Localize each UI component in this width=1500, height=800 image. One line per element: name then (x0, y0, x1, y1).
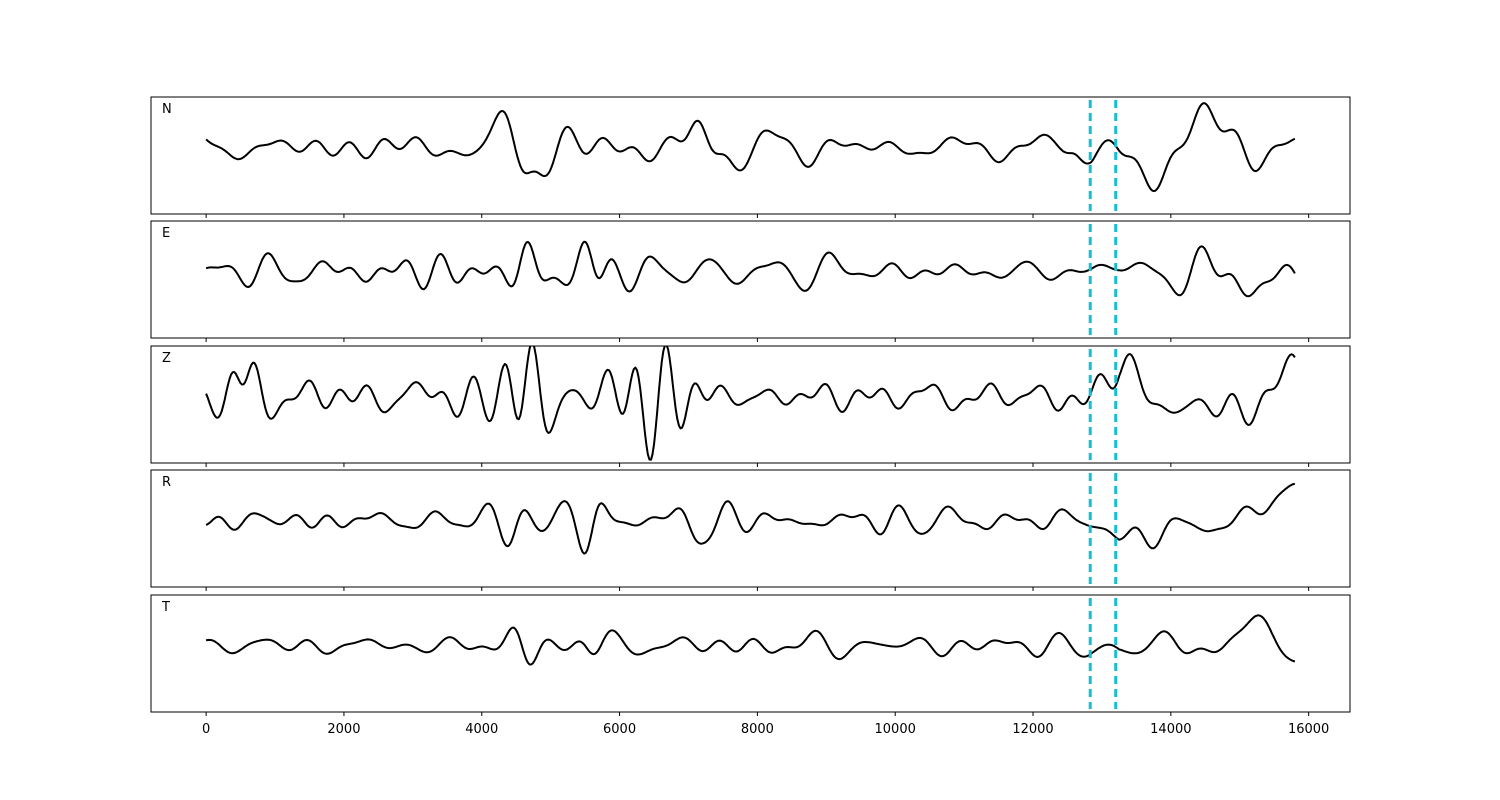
channel-label: N (162, 102, 172, 117)
trace-n (205, 102, 1296, 192)
channel-label: R (162, 475, 171, 490)
panel-frame (150, 594, 1351, 713)
x-tick-label: 0 (202, 722, 210, 737)
panel-n: N (150, 96, 1351, 218)
trace-e (205, 240, 1296, 298)
x-tick-label: 2000 (327, 722, 360, 737)
panel-frame (150, 96, 1351, 215)
trace-t (205, 614, 1296, 666)
channel-label: E (162, 226, 170, 241)
channel-label: T (161, 600, 170, 615)
trace-z (205, 346, 1296, 461)
panel-frame (150, 220, 1351, 339)
x-tick-label: 12000 (1012, 722, 1053, 737)
panel-frame (150, 345, 1351, 464)
x-tick-label: 16000 (1288, 722, 1329, 737)
x-tick-label: 6000 (603, 722, 636, 737)
panel-r: R (150, 469, 1351, 591)
panel-e: E (150, 220, 1351, 342)
x-tick-label: 14000 (1150, 722, 1191, 737)
x-tick-label: 8000 (741, 722, 774, 737)
x-tick-label: 10000 (875, 722, 916, 737)
trace-r (205, 482, 1296, 555)
channel-label: Z (162, 351, 171, 366)
x-tick-label: 4000 (465, 722, 498, 737)
panel-z: Z (150, 345, 1351, 467)
panel-t: T (150, 594, 1351, 716)
panel-frame (150, 469, 1351, 588)
